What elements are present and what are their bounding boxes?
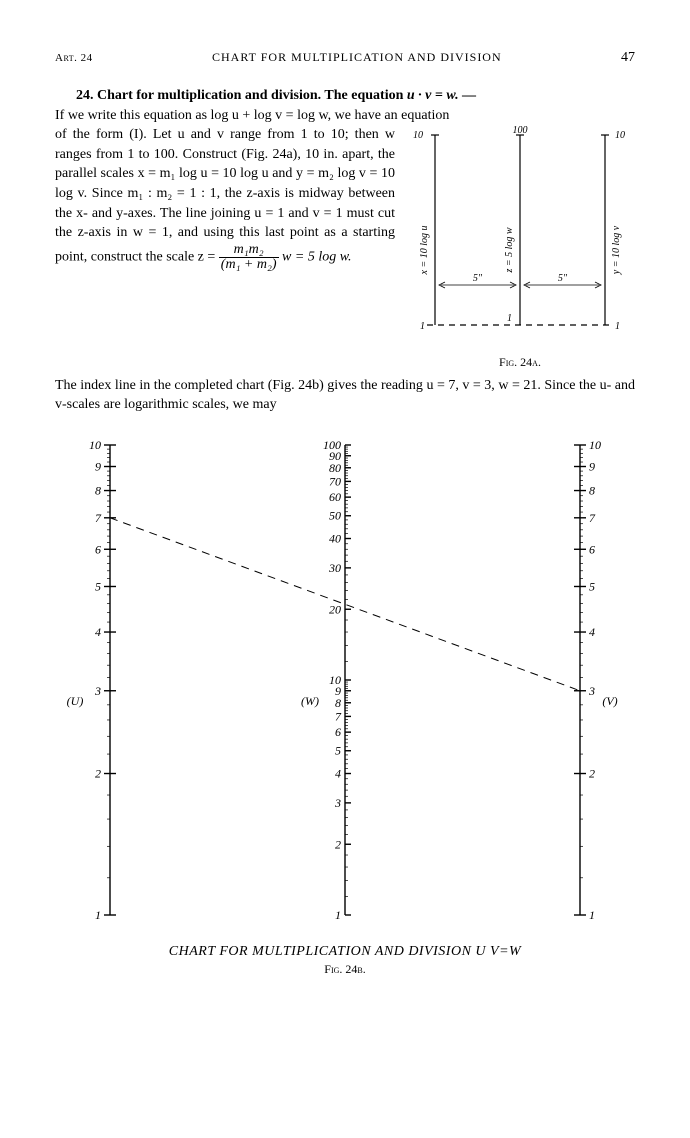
svg-text:2: 2 [335, 837, 341, 851]
after-frac: w = 5 log w. [282, 249, 351, 264]
svg-text:9: 9 [589, 459, 595, 473]
svg-text:20: 20 [329, 602, 341, 616]
svg-text:8: 8 [335, 696, 341, 710]
fig-24b-caption: Fig. 24b. [55, 962, 635, 977]
svg-text:4: 4 [335, 766, 341, 780]
svg-text:(V): (V) [602, 694, 617, 708]
svg-text:1: 1 [95, 908, 101, 922]
line2: If we write this equation as log u + log… [55, 106, 635, 126]
svg-text:1: 1 [507, 313, 512, 324]
section-eq: u · v = w. — [407, 88, 476, 103]
svg-text:7: 7 [95, 511, 102, 525]
svg-text:10: 10 [89, 438, 101, 452]
svg-text:5″: 5″ [473, 273, 483, 284]
svg-text:4: 4 [95, 625, 101, 639]
svg-text:(U): (U) [67, 694, 84, 708]
svg-text:5: 5 [335, 744, 341, 758]
svg-text:3: 3 [94, 684, 101, 698]
svg-text:9: 9 [95, 459, 101, 473]
fig-24a-caption: Fig. 24a. [405, 354, 635, 371]
svg-text:60: 60 [329, 490, 341, 504]
svg-text:50: 50 [329, 509, 341, 523]
fig-24a-svg: 10 100 10 1 1 1 x = 10 log u z = 5 log w y = 10 … [405, 125, 635, 345]
svg-text:6: 6 [95, 542, 101, 556]
svg-text:y = 10 log v: y = 10 log v [611, 225, 622, 275]
body-text: 24. Chart for multiplication and divisio… [55, 86, 635, 415]
fig-24a-container: 10 100 10 1 1 1 x = 10 log u z = 5 log w y = 10 … [405, 125, 635, 370]
svg-text:2: 2 [589, 766, 595, 780]
svg-text:(W): (W) [301, 694, 319, 708]
svg-text:3: 3 [334, 796, 341, 810]
fig-24b-title: CHART FOR MULTIPLICATION AND DIVISION U … [55, 944, 635, 960]
svg-text:z = 5 log w: z = 5 log w [504, 227, 515, 273]
svg-text:8: 8 [589, 483, 595, 497]
fig-24b-svg: 1234567891012345678910123456789102030405… [55, 425, 635, 935]
svg-text:80: 80 [329, 461, 341, 475]
svg-text:30: 30 [328, 561, 341, 575]
svg-text:10: 10 [615, 130, 625, 141]
header-article: Art. 24 [55, 52, 93, 64]
svg-text:1: 1 [589, 908, 595, 922]
svg-text:5: 5 [95, 579, 101, 593]
frac-num: m₁m₂ [219, 243, 279, 258]
svg-text:70: 70 [329, 474, 341, 488]
header-title: CHART FOR MULTIPLICATION AND DIVISION [93, 50, 621, 65]
svg-text:10: 10 [413, 130, 423, 141]
svg-text:1: 1 [420, 321, 425, 332]
svg-text:5″: 5″ [558, 273, 568, 284]
header-pagenum: 47 [621, 50, 635, 66]
svg-text:7: 7 [589, 511, 596, 525]
para2: The index line in the completed chart (F… [55, 376, 635, 415]
svg-text:2: 2 [95, 766, 101, 780]
svg-text:3: 3 [588, 684, 595, 698]
svg-text:8: 8 [95, 483, 101, 497]
svg-text:7: 7 [335, 709, 342, 723]
svg-text:1: 1 [335, 908, 341, 922]
svg-text:40: 40 [329, 531, 341, 545]
svg-text:6: 6 [335, 725, 341, 739]
page-header: Art. 24 CHART FOR MULTIPLICATION AND DIV… [55, 50, 635, 66]
svg-text:6: 6 [589, 542, 595, 556]
svg-text:5: 5 [589, 579, 595, 593]
svg-text:x = 10 log u: x = 10 log u [419, 226, 430, 276]
section-lead: 24. Chart for multiplication and divisio… [76, 88, 407, 103]
svg-text:1: 1 [615, 321, 620, 332]
frac-den: (m₁ + m₂) [219, 258, 279, 272]
svg-text:10: 10 [589, 438, 601, 452]
svg-text:4: 4 [589, 625, 595, 639]
fig-24b-container: 1234567891012345678910123456789102030405… [55, 425, 635, 977]
svg-text:10: 10 [329, 673, 341, 687]
svg-text:100: 100 [513, 125, 528, 136]
svg-text:100: 100 [323, 438, 341, 452]
